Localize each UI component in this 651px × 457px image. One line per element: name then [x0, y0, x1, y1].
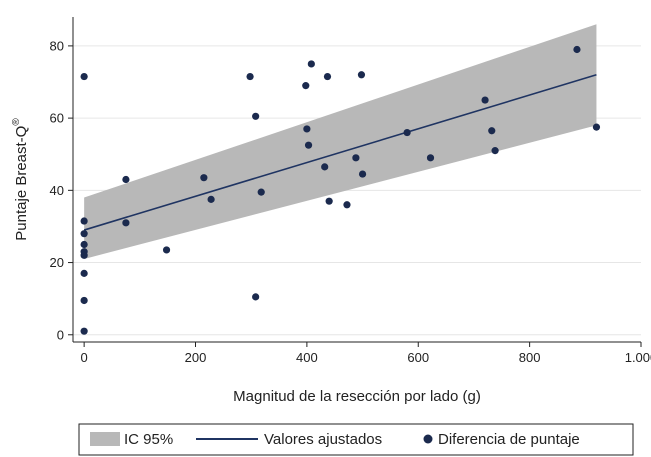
ci-band	[84, 24, 597, 259]
data-point	[358, 170, 367, 178]
fitted-line	[83, 74, 597, 231]
data-point	[481, 96, 489, 104]
data-point	[488, 127, 496, 135]
data-point	[80, 240, 88, 249]
x-axis-title: Magnitud de la resección por lado (g)	[233, 388, 481, 405]
data-point	[352, 154, 360, 162]
y-tick-label: 80	[50, 38, 64, 53]
data-point	[80, 230, 88, 238]
data-point	[302, 82, 310, 90]
data-point	[325, 197, 333, 205]
data-point	[252, 112, 260, 120]
data-point	[573, 45, 581, 54]
legend-box	[78, 423, 634, 456]
data-point	[162, 246, 171, 254]
data-point	[80, 269, 88, 277]
data-point	[246, 72, 254, 81]
data-point	[403, 128, 411, 137]
scatter-points	[80, 45, 601, 335]
y-tick-label: 60	[50, 111, 64, 126]
data-point	[80, 296, 88, 305]
confidence-band-layer	[84, 24, 597, 259]
data-point	[321, 163, 329, 171]
data-point	[303, 125, 311, 133]
data-point	[252, 293, 260, 301]
data-point	[357, 71, 366, 79]
x-tick-label: 1.000	[625, 350, 651, 365]
data-point	[323, 72, 332, 81]
data-point	[80, 251, 88, 259]
data-point	[592, 123, 601, 131]
data-point	[207, 195, 215, 203]
legend-label-fitted: Valores ajustados	[264, 431, 382, 448]
legend: IC 95% Valores ajustados Diferencia de p…	[78, 423, 634, 456]
y-tick-label: 20	[50, 255, 64, 270]
legend-label-ic: IC 95%	[124, 431, 173, 448]
data-point	[80, 72, 88, 81]
x-tick-label: 800	[519, 350, 541, 365]
data-point	[80, 327, 88, 335]
x-tick-label: 600	[407, 350, 429, 365]
x-tick-label: 0	[81, 350, 88, 365]
x-tick-label: 400	[296, 350, 318, 365]
data-point	[257, 188, 265, 196]
data-point	[122, 219, 130, 227]
legend-label-points: Diferencia de puntaje	[438, 431, 580, 448]
y-axis-title-text: Puntaje Breast-Q	[13, 126, 30, 241]
legend-band-swatch	[90, 432, 120, 446]
data-point	[426, 154, 435, 162]
data-point	[122, 175, 130, 184]
x-tick-label: 200	[185, 350, 207, 365]
legend-dot-swatch	[423, 434, 433, 444]
data-point	[307, 60, 315, 68]
data-point	[80, 217, 88, 225]
data-point	[304, 141, 313, 149]
y-axis-title-superscript: ®	[11, 118, 22, 126]
y-axis-title: Puntaje Breast-Q®	[11, 118, 30, 241]
y-tick-label: 40	[50, 183, 64, 198]
data-point	[343, 201, 351, 209]
fit-line-layer	[83, 74, 597, 231]
data-point	[491, 147, 499, 155]
y-tick-label: 0	[57, 327, 64, 342]
data-point	[200, 174, 208, 182]
